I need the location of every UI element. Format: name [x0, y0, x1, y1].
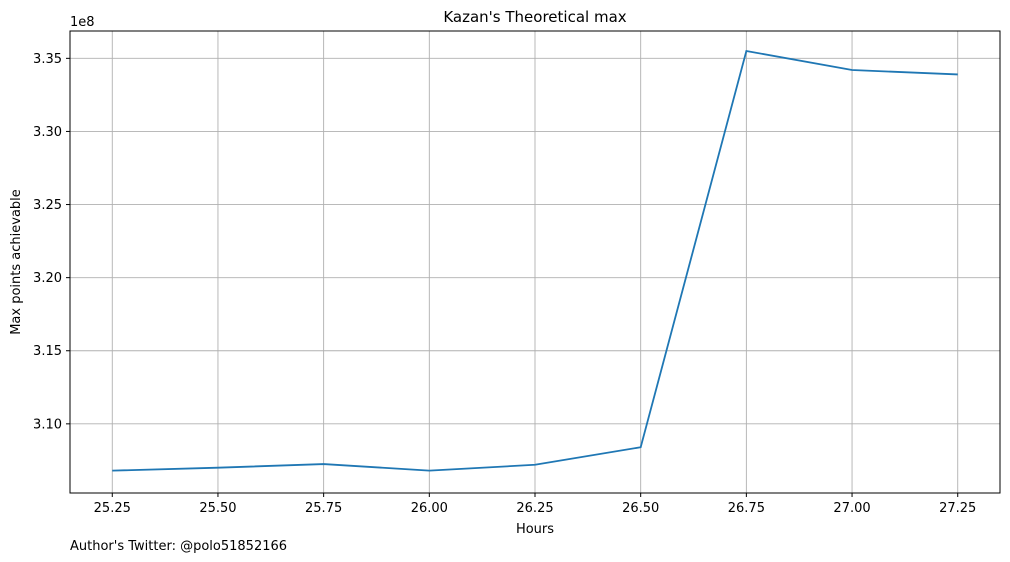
- y-tick-label: 3.25: [33, 198, 62, 213]
- y-axis-label: Max points achievable: [9, 189, 24, 335]
- y-tick-label: 3.30: [33, 125, 62, 140]
- x-tick-label: 26.75: [728, 501, 765, 516]
- x-tick-label: 25.50: [199, 501, 236, 516]
- series-line: [112, 49, 958, 472]
- y-offset-label: 1e8: [70, 15, 95, 30]
- y-tick-label: 3.10: [33, 417, 62, 432]
- x-tick-label: 25.75: [305, 501, 342, 516]
- grid: [70, 31, 1000, 493]
- x-axis-label: Hours: [516, 522, 554, 537]
- x-tick-label: 25.25: [94, 501, 131, 516]
- x-tick-label: 26.25: [516, 501, 553, 516]
- x-tick-label: 26.00: [411, 501, 448, 516]
- y-tick-label: 3.15: [33, 344, 62, 359]
- chart-title: Kazan's Theoretical max: [443, 8, 626, 26]
- x-tick-label: 27.25: [939, 501, 976, 516]
- y-tick-label: 3.20: [33, 271, 62, 286]
- y-tick-label: 3.35: [33, 52, 62, 67]
- x-tick-label: 26.50: [622, 501, 659, 516]
- x-tick-label: 27.00: [833, 501, 870, 516]
- x-axis: 25.25 25.50 25.75 26.00 26.25 26.50 26.75 27.00…: [94, 493, 976, 516]
- author-footnote: Author's Twitter: @polo51852166: [70, 539, 287, 554]
- y-axis: 3.10 3.15 3.20 3.25 3.30 3.35: [33, 52, 70, 432]
